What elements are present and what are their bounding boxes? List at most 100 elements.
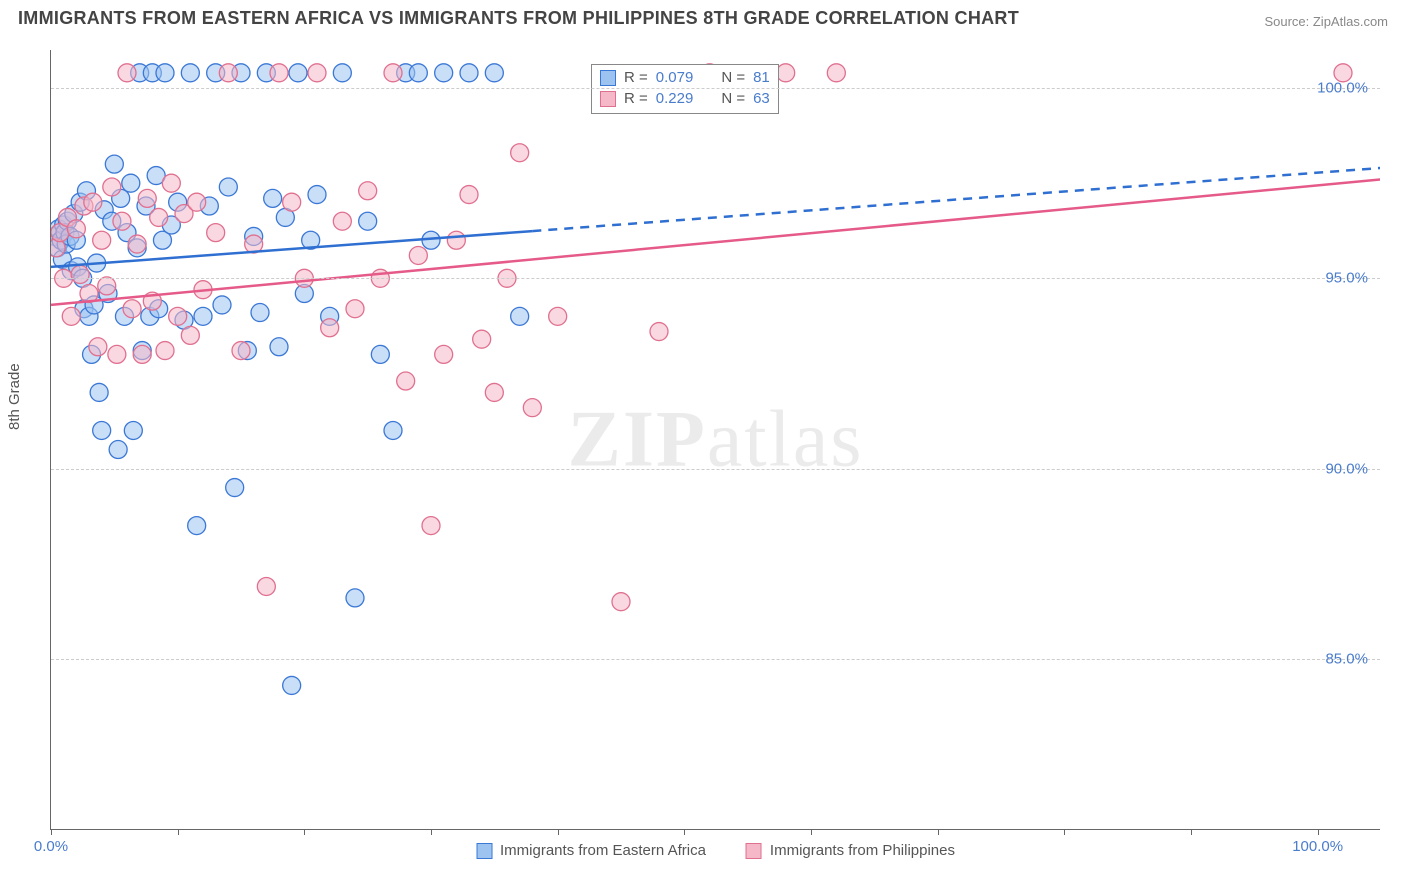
scatter-point (226, 479, 244, 497)
scatter-point (156, 342, 174, 360)
scatter-point (162, 174, 180, 192)
legend-row: R = 0.079 N = 81 (600, 67, 770, 88)
scatter-point (460, 64, 478, 82)
legend-swatch (476, 843, 492, 859)
source-label: Source: ZipAtlas.com (1264, 14, 1388, 29)
scatter-point (67, 220, 85, 238)
scatter-point (447, 231, 465, 249)
scatter-point (138, 189, 156, 207)
scatter-point (188, 517, 206, 535)
legend-n-value: 81 (753, 67, 770, 88)
scatter-point (650, 323, 668, 341)
grid-line-h (51, 88, 1380, 89)
scatter-svg (51, 50, 1380, 829)
scatter-point (473, 330, 491, 348)
scatter-point (827, 64, 845, 82)
ytick-label: 100.0% (1317, 80, 1368, 97)
scatter-point (409, 64, 427, 82)
legend-swatch (600, 70, 616, 86)
scatter-point (333, 212, 351, 230)
legend-r-value: 0.079 (656, 67, 694, 88)
scatter-point (460, 186, 478, 204)
legend-n-label: N = (721, 88, 745, 109)
legend-series-label: Immigrants from Eastern Africa (500, 842, 706, 859)
scatter-point (84, 193, 102, 211)
xtick (938, 829, 939, 835)
scatter-point (359, 182, 377, 200)
xtick (178, 829, 179, 835)
legend-series-label: Immigrants from Philippines (770, 842, 955, 859)
scatter-point (257, 577, 275, 595)
scatter-point (289, 64, 307, 82)
xtick (1191, 829, 1192, 835)
scatter-point (169, 307, 187, 325)
legend-r-value: 0.229 (656, 88, 694, 109)
scatter-point (384, 421, 402, 439)
legend-row: R =0.229N =63 (600, 88, 770, 109)
scatter-point (118, 64, 136, 82)
scatter-point (422, 517, 440, 535)
grid-line-h (51, 278, 1380, 279)
xtick (558, 829, 559, 835)
scatter-point (308, 64, 326, 82)
scatter-point (128, 235, 146, 253)
scatter-point (333, 64, 351, 82)
scatter-point (123, 300, 141, 318)
scatter-point (98, 277, 116, 295)
scatter-point (71, 265, 89, 283)
scatter-point (181, 64, 199, 82)
scatter-point (207, 224, 225, 242)
scatter-point (251, 304, 269, 322)
legend-n-label: N = (721, 67, 745, 88)
scatter-point (511, 144, 529, 162)
scatter-point (346, 589, 364, 607)
scatter-point (549, 307, 567, 325)
scatter-point (213, 296, 231, 314)
scatter-point (232, 342, 250, 360)
scatter-point (371, 345, 389, 363)
scatter-point (435, 345, 453, 363)
legend-swatch (746, 843, 762, 859)
xtick (1064, 829, 1065, 835)
xtick (304, 829, 305, 835)
scatter-point (181, 326, 199, 344)
scatter-point (270, 338, 288, 356)
scatter-point (485, 64, 503, 82)
xtick (811, 829, 812, 835)
scatter-point (156, 64, 174, 82)
scatter-point (346, 300, 364, 318)
scatter-point (219, 178, 237, 196)
scatter-point (321, 319, 339, 337)
scatter-point (188, 193, 206, 211)
legend-bottom: Immigrants from Eastern Africa Immigrants… (476, 842, 955, 859)
scatter-point (113, 212, 131, 230)
trend-line-dashed (532, 168, 1380, 231)
y-axis-label: 8th Grade (6, 363, 23, 430)
scatter-point (397, 372, 415, 390)
legend-r-label: R = (624, 88, 648, 109)
legend-bottom-item: Immigrants from Philippines (746, 842, 955, 859)
legend-swatch (600, 91, 616, 107)
grid-line-h (51, 469, 1380, 470)
legend-bottom-item: Immigrants from Eastern Africa (476, 842, 706, 859)
scatter-point (109, 441, 127, 459)
xtick-label: 100.0% (1292, 838, 1343, 855)
xtick-label: 0.0% (34, 838, 68, 855)
scatter-point (270, 64, 288, 82)
scatter-point (103, 178, 121, 196)
legend-r-label: R = (624, 67, 648, 88)
xtick (51, 829, 52, 835)
grid-line-h (51, 659, 1380, 660)
scatter-point (194, 307, 212, 325)
ytick-label: 90.0% (1325, 460, 1368, 477)
scatter-point (384, 64, 402, 82)
scatter-point (62, 307, 80, 325)
scatter-point (523, 399, 541, 417)
scatter-point (93, 231, 111, 249)
scatter-point (485, 383, 503, 401)
scatter-point (105, 155, 123, 173)
scatter-point (219, 64, 237, 82)
scatter-point (133, 345, 151, 363)
scatter-point (409, 246, 427, 264)
ytick-label: 95.0% (1325, 270, 1368, 287)
